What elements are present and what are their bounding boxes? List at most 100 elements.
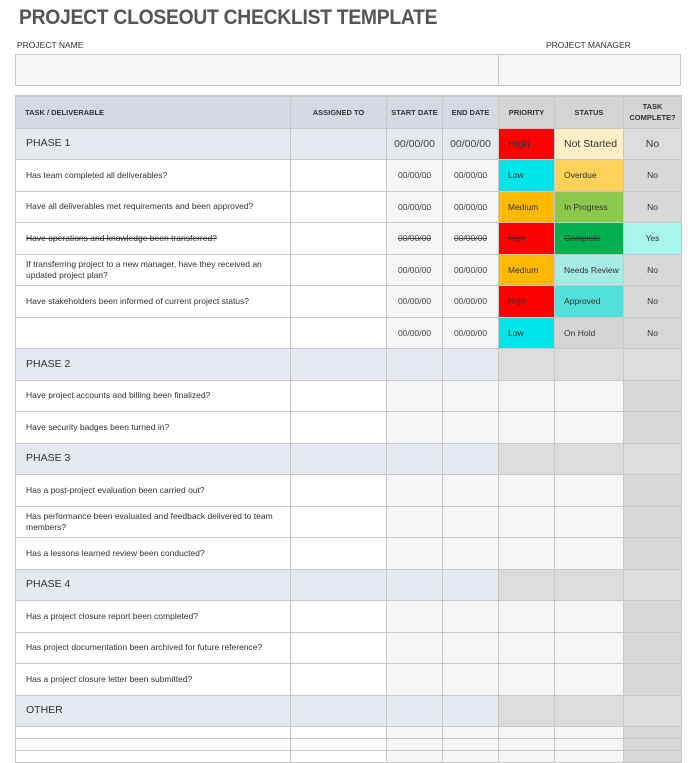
start-date-cell[interactable] (386, 411, 443, 444)
priority-cell[interactable]: High (498, 222, 555, 255)
priority-cell[interactable] (498, 442, 555, 475)
start-date-cell[interactable] (386, 442, 443, 475)
start-date-cell[interactable] (386, 694, 443, 727)
priority-cell[interactable] (498, 726, 555, 739)
task-cell[interactable]: Has a lessons learned review been conduc… (15, 537, 291, 570)
priority-cell[interactable]: Low (498, 316, 555, 349)
task-complete-cell[interactable]: No (623, 159, 682, 192)
task-complete-cell[interactable]: No (623, 285, 682, 318)
assigned-cell[interactable] (290, 190, 387, 223)
assigned-cell[interactable] (290, 663, 387, 696)
task-complete-cell[interactable] (623, 631, 682, 664)
assigned-cell[interactable] (290, 411, 387, 444)
status-cell[interactable] (554, 411, 624, 444)
task-cell[interactable]: Has a project closure report been comple… (15, 600, 291, 633)
start-date-cell[interactable]: 00/00/00 (386, 253, 443, 286)
task-cell[interactable]: If transferring project to a new manager… (15, 253, 291, 286)
start-date-cell[interactable]: 00/00/00 (386, 190, 443, 223)
status-cell[interactable]: Approved (554, 285, 624, 318)
task-cell[interactable] (15, 316, 291, 349)
task-cell[interactable]: Have project accounts and billing been f… (15, 379, 291, 412)
priority-cell[interactable]: High (498, 285, 555, 318)
priority-cell[interactable] (498, 537, 555, 570)
priority-cell[interactable]: High (498, 127, 555, 160)
priority-cell[interactable] (498, 694, 555, 727)
assigned-cell[interactable] (290, 738, 387, 751)
priority-cell[interactable]: Medium (498, 253, 555, 286)
end-date-cell[interactable]: 00/00/00 (442, 285, 499, 318)
task-complete-cell[interactable] (623, 600, 682, 633)
priority-cell[interactable] (498, 348, 555, 381)
assigned-cell[interactable] (290, 442, 387, 475)
status-cell[interactable] (554, 568, 624, 601)
assigned-cell[interactable] (290, 285, 387, 318)
task-complete-cell[interactable] (623, 568, 682, 601)
start-date-cell[interactable] (386, 568, 443, 601)
status-cell[interactable] (554, 348, 624, 381)
end-date-cell[interactable] (442, 663, 499, 696)
priority-cell[interactable] (498, 631, 555, 664)
priority-cell[interactable] (498, 411, 555, 444)
task-complete-cell[interactable] (623, 474, 682, 507)
task-complete-cell[interactable] (623, 379, 682, 412)
task-complete-cell[interactable]: No (623, 253, 682, 286)
end-date-cell[interactable] (442, 505, 499, 538)
task-cell[interactable]: Has a project closure letter been submit… (15, 663, 291, 696)
start-date-cell[interactable] (386, 663, 443, 696)
end-date-cell[interactable] (442, 600, 499, 633)
end-date-cell[interactable] (442, 738, 499, 751)
start-date-cell[interactable]: 00/00/00 (386, 285, 443, 318)
end-date-cell[interactable]: 00/00/00 (442, 127, 499, 160)
status-cell[interactable] (554, 537, 624, 570)
task-complete-cell[interactable] (623, 537, 682, 570)
priority-cell[interactable]: Low (498, 159, 555, 192)
start-date-cell[interactable] (386, 631, 443, 664)
status-cell[interactable] (554, 631, 624, 664)
end-date-cell[interactable] (442, 348, 499, 381)
status-cell[interactable]: On Hold (554, 316, 624, 349)
end-date-cell[interactable]: 00/00/00 (442, 316, 499, 349)
assigned-cell[interactable] (290, 222, 387, 255)
task-cell[interactable]: Have all deliverables met requirements a… (15, 190, 291, 223)
end-date-cell[interactable] (442, 474, 499, 507)
assigned-cell[interactable] (290, 316, 387, 349)
task-cell[interactable]: PHASE 1 (15, 127, 291, 160)
start-date-cell[interactable]: 00/00/00 (386, 222, 443, 255)
start-date-cell[interactable] (386, 474, 443, 507)
assigned-cell[interactable] (290, 600, 387, 633)
priority-cell[interactable] (498, 505, 555, 538)
task-complete-cell[interactable]: No (623, 316, 682, 349)
status-cell[interactable]: In Progress (554, 190, 624, 223)
task-cell[interactable]: Has a post-project evaluation been carri… (15, 474, 291, 507)
end-date-cell[interactable] (442, 379, 499, 412)
status-cell[interactable] (554, 694, 624, 727)
status-cell[interactable]: Needs Review (554, 253, 624, 286)
priority-cell[interactable]: Medium (498, 190, 555, 223)
task-complete-cell[interactable] (623, 411, 682, 444)
task-complete-cell[interactable]: Yes (623, 222, 682, 255)
status-cell[interactable] (554, 663, 624, 696)
status-cell[interactable] (554, 442, 624, 475)
task-complete-cell[interactable] (623, 738, 682, 751)
task-cell[interactable]: PHASE 4 (15, 568, 291, 601)
end-date-cell[interactable]: 00/00/00 (442, 222, 499, 255)
end-date-cell[interactable] (442, 726, 499, 739)
task-cell[interactable] (15, 738, 291, 751)
task-cell[interactable]: Have stakeholders been informed of curre… (15, 285, 291, 318)
assigned-cell[interactable] (290, 127, 387, 160)
priority-cell[interactable] (498, 600, 555, 633)
task-complete-cell[interactable] (623, 726, 682, 739)
project-manager-field[interactable] (498, 54, 681, 86)
priority-cell[interactable] (498, 738, 555, 751)
status-cell[interactable]: Not Started (554, 127, 624, 160)
project-name-field[interactable] (15, 54, 499, 86)
start-date-cell[interactable]: 00/00/00 (386, 316, 443, 349)
status-cell[interactable] (554, 505, 624, 538)
assigned-cell[interactable] (290, 348, 387, 381)
task-cell[interactable]: Has project documentation been archived … (15, 631, 291, 664)
end-date-cell[interactable]: 00/00/00 (442, 253, 499, 286)
end-date-cell[interactable] (442, 442, 499, 475)
task-cell[interactable]: PHASE 2 (15, 348, 291, 381)
status-cell[interactable] (554, 379, 624, 412)
priority-cell[interactable] (498, 663, 555, 696)
